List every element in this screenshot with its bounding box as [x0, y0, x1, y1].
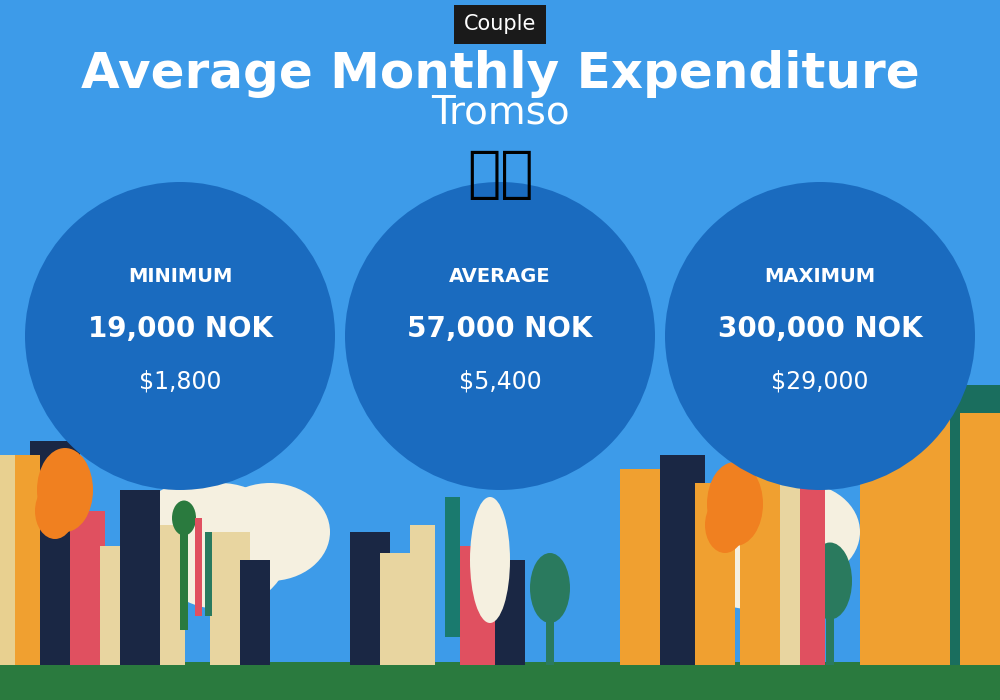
Bar — [546, 588, 554, 665]
Text: 🇳🇴: 🇳🇴 — [467, 148, 533, 202]
Ellipse shape — [210, 483, 330, 581]
Ellipse shape — [35, 483, 75, 539]
Ellipse shape — [530, 553, 570, 623]
Ellipse shape — [345, 182, 655, 490]
Bar — [0, 455, 40, 665]
Bar — [155, 525, 185, 665]
Ellipse shape — [150, 483, 290, 609]
Ellipse shape — [470, 497, 510, 623]
Bar — [210, 532, 250, 665]
Text: AVERAGE: AVERAGE — [449, 267, 551, 286]
Bar — [660, 455, 705, 665]
Text: MINIMUM: MINIMUM — [128, 267, 232, 286]
Text: $29,000: $29,000 — [771, 370, 869, 393]
Text: Average Monthly Expenditure: Average Monthly Expenditure — [81, 50, 919, 97]
Bar — [860, 413, 920, 665]
Bar — [780, 441, 810, 665]
Bar — [380, 553, 415, 665]
Ellipse shape — [808, 542, 852, 620]
Bar — [495, 560, 525, 665]
Bar — [445, 497, 460, 637]
Bar — [350, 532, 390, 665]
Ellipse shape — [25, 182, 335, 490]
Ellipse shape — [707, 462, 763, 546]
Bar — [100, 546, 130, 665]
Text: $1,800: $1,800 — [139, 370, 221, 393]
Text: Couple: Couple — [464, 15, 536, 34]
Bar — [195, 518, 202, 616]
Text: MAXIMUM: MAXIMUM — [764, 267, 876, 286]
Bar — [120, 490, 160, 665]
Ellipse shape — [665, 182, 975, 490]
Bar — [695, 483, 735, 665]
Bar — [410, 525, 435, 665]
Ellipse shape — [135, 483, 245, 581]
Text: Tromso: Tromso — [431, 93, 569, 131]
Bar — [960, 413, 1000, 665]
Bar — [70, 511, 105, 665]
Ellipse shape — [37, 448, 93, 532]
Text: 19,000 NOK: 19,000 NOK — [88, 315, 272, 343]
Bar — [900, 399, 950, 665]
Bar — [760, 413, 785, 665]
Bar — [0, 662, 1000, 700]
Bar — [240, 560, 270, 665]
Text: 300,000 NOK: 300,000 NOK — [718, 315, 922, 343]
Ellipse shape — [680, 483, 820, 609]
Text: 57,000 NOK: 57,000 NOK — [407, 315, 593, 343]
Bar — [740, 434, 765, 665]
Bar — [930, 385, 1000, 665]
Bar — [800, 469, 825, 665]
Bar — [460, 546, 500, 665]
Ellipse shape — [705, 497, 745, 553]
Bar — [826, 581, 834, 665]
Bar — [30, 441, 80, 665]
Text: $5,400: $5,400 — [459, 370, 541, 393]
Bar — [180, 518, 188, 630]
Bar — [620, 469, 670, 665]
Ellipse shape — [665, 483, 775, 581]
Bar — [0, 455, 15, 665]
Bar — [205, 532, 212, 616]
Ellipse shape — [740, 483, 860, 581]
Ellipse shape — [172, 500, 196, 536]
